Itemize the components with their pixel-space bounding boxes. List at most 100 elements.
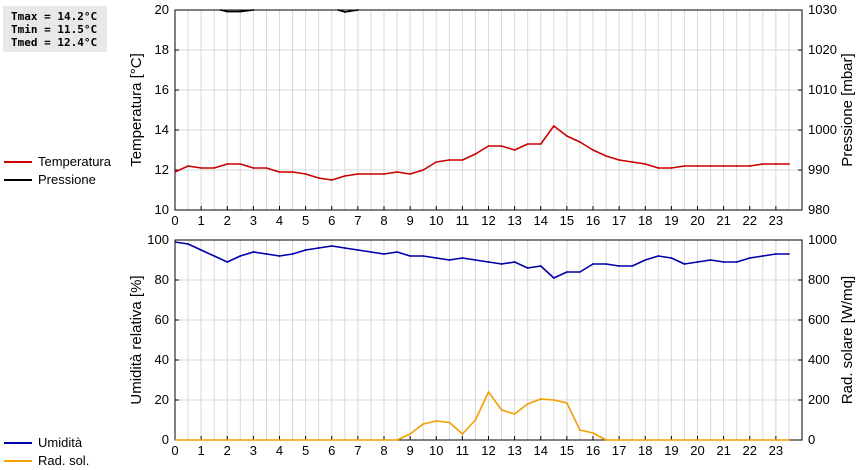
data-point (566, 135, 568, 137)
x-tick-label: 14 (534, 443, 548, 458)
x-tick-label: 17 (612, 443, 626, 458)
y2-axis-title: Rad. solare [W/mq] (839, 276, 856, 404)
x-tick-label: 21 (716, 443, 730, 458)
y-tick-label: 20 (155, 392, 169, 407)
data-point (461, 159, 464, 161)
data-point (761, 163, 764, 165)
data-point (370, 173, 372, 175)
data-point (357, 9, 359, 11)
data-point (657, 167, 660, 169)
data-point (187, 243, 190, 245)
x-tick-label: 17 (612, 213, 626, 228)
data-point (461, 257, 464, 259)
x-tick-label: 3 (250, 443, 257, 458)
data-point (219, 9, 222, 11)
data-point (722, 165, 725, 167)
x-tick-label: 14 (534, 213, 548, 228)
data-point (409, 173, 411, 175)
data-point (330, 179, 333, 181)
y-tick-label: 60 (155, 312, 169, 327)
data-point (239, 163, 242, 165)
data-point (357, 173, 359, 175)
data-point (265, 167, 268, 169)
data-point (317, 177, 320, 179)
x-tick-label: 11 (456, 213, 470, 228)
x-tick-label: 20 (690, 213, 704, 228)
data-point (775, 163, 777, 165)
x-tick-label: 2 (224, 443, 231, 458)
x-tick-label: 0 (171, 443, 178, 458)
data-point (605, 439, 607, 441)
data-point (631, 265, 634, 267)
x-tick-label: 4 (276, 443, 283, 458)
x-tick-label: 19 (664, 443, 678, 458)
data-point (605, 263, 607, 265)
data-point (175, 241, 176, 243)
data-point (409, 255, 411, 257)
x-tick-label: 21 (716, 213, 730, 228)
data-point (291, 253, 294, 255)
series-umidit- (175, 241, 790, 279)
data-point (330, 245, 333, 247)
data-point (644, 163, 647, 165)
legend-swatch-umidita (4, 442, 32, 444)
data-point (761, 255, 764, 257)
legend-swatch-radsol (4, 460, 32, 462)
data-point (252, 251, 255, 253)
data-point (435, 257, 438, 259)
x-tick-label: 6 (328, 443, 335, 458)
stats-box: Tmax = 14.2°C Tmin = 11.5°C Tmed = 12.4°… (3, 6, 107, 52)
data-point (526, 267, 529, 269)
data-point (226, 10, 229, 13)
data-point (461, 433, 464, 435)
x-tick-label: 18 (638, 443, 652, 458)
data-point (265, 253, 268, 255)
x-tick-label: 7 (354, 443, 361, 458)
y2-tick-label: 1010 (808, 82, 837, 97)
data-point (383, 253, 385, 255)
y-tick-label: 100 (147, 232, 169, 247)
data-point (592, 149, 594, 151)
data-point (175, 439, 176, 441)
data-point (304, 173, 307, 175)
legend-label-pressione: Pressione (38, 172, 96, 187)
data-point (343, 11, 346, 13)
x-tick-label: 16 (586, 213, 600, 228)
legend-top: Temperatura Pressione (4, 153, 111, 189)
legend-swatch-pressione (4, 179, 32, 181)
data-point (239, 255, 242, 257)
data-point (435, 420, 438, 422)
data-point (422, 255, 425, 257)
y2-tick-label: 200 (808, 392, 830, 407)
data-point (618, 439, 620, 441)
y2-tick-label: 980 (808, 202, 830, 217)
series-line (175, 391, 789, 441)
data-point (278, 171, 281, 173)
data-point (396, 251, 398, 253)
data-point (696, 261, 699, 263)
x-tick-label: 23 (769, 213, 783, 228)
data-point (213, 255, 216, 257)
data-point (278, 255, 281, 257)
data-point (252, 167, 255, 169)
data-point (735, 165, 738, 167)
y2-tick-label: 1000 (808, 122, 837, 137)
data-point (788, 439, 790, 441)
data-point (513, 149, 516, 151)
x-tick-label: 12 (481, 443, 495, 458)
data-point (370, 251, 372, 253)
data-point (337, 9, 340, 11)
series-line (220, 9, 254, 13)
data-point (500, 145, 503, 147)
data-point (579, 271, 581, 273)
legend-item-temperatura: Temperatura (4, 153, 111, 171)
x-tick-label: 1 (198, 443, 205, 458)
data-point (657, 255, 660, 257)
data-point (500, 409, 503, 411)
data-point (788, 253, 790, 255)
data-point (683, 165, 686, 167)
y-tick-label: 80 (155, 272, 169, 287)
series-temperatura (175, 125, 790, 181)
x-tick-label: 13 (507, 213, 521, 228)
x-tick-label: 13 (507, 443, 521, 458)
